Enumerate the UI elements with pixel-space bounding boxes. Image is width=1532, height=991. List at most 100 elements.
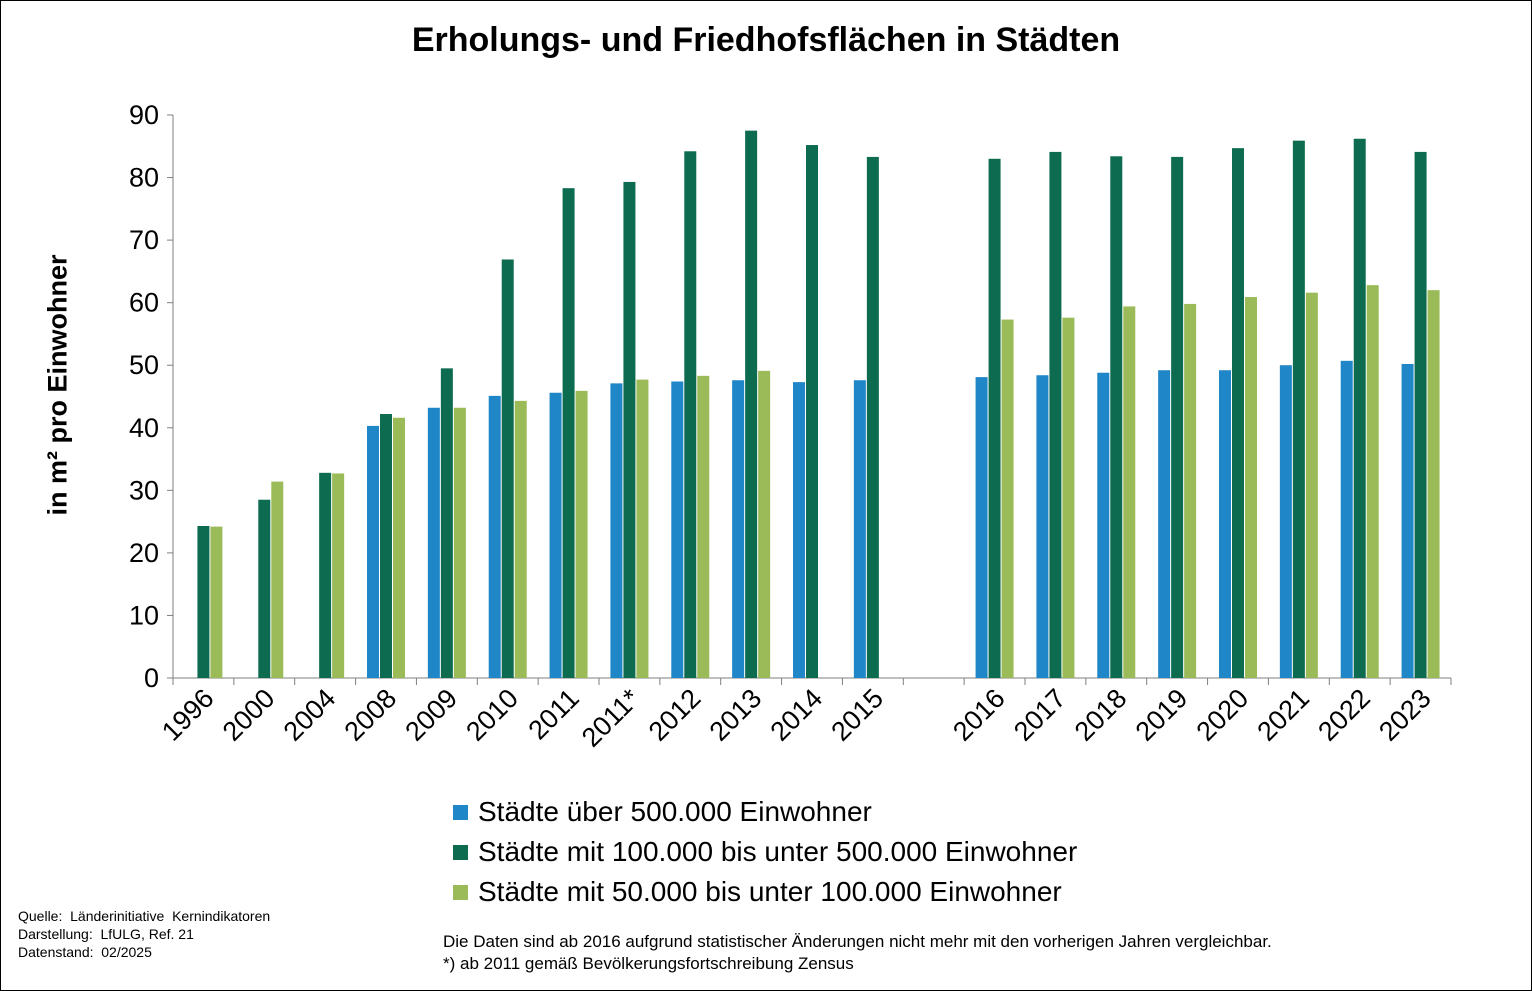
- bar: [1123, 306, 1136, 678]
- y-tick-label: 80: [129, 163, 159, 193]
- legend-swatch-series-1: [453, 804, 468, 820]
- bar: [745, 130, 758, 678]
- x-tick-label: 2000: [217, 683, 281, 747]
- bar: [1427, 290, 1440, 678]
- bar: [393, 417, 405, 678]
- bar: [793, 382, 805, 678]
- y-tick-label: 70: [129, 225, 159, 255]
- bar: [562, 188, 575, 678]
- bar: [501, 259, 514, 678]
- bar: [549, 392, 562, 678]
- bar: [488, 395, 501, 678]
- footnote: Die Daten sind ab 2016 aufgrund statisti…: [443, 931, 1272, 975]
- y-tick-label: 60: [129, 288, 159, 318]
- bar: [866, 156, 879, 678]
- bar: [988, 158, 1001, 679]
- bar: [440, 368, 453, 678]
- bar: [1414, 151, 1427, 678]
- bar: [1036, 375, 1049, 678]
- bar: [758, 370, 771, 678]
- bar: [575, 390, 588, 678]
- bar: [319, 472, 332, 678]
- bar: [453, 407, 466, 678]
- bar: [1245, 297, 1257, 678]
- bar: [610, 383, 623, 678]
- y-tick-label: 50: [129, 350, 159, 380]
- x-tick-label: 2021: [1251, 683, 1315, 747]
- bar: [1279, 365, 1292, 678]
- legend-swatch-series-2: [453, 844, 468, 860]
- bar: [1219, 370, 1231, 678]
- bar: [427, 407, 440, 678]
- bar: [806, 145, 818, 678]
- legend-label: Städte mit 50.000 bis unter 100.000 Einw…: [478, 876, 1062, 907]
- bar: [210, 526, 223, 678]
- bar: [1001, 319, 1014, 678]
- x-tick-label: 2017: [1008, 683, 1072, 747]
- x-tick-label: 2011*: [576, 683, 646, 753]
- x-tick-label: 2010: [460, 683, 524, 747]
- bar: [271, 481, 284, 678]
- x-tick-label: 2013: [704, 683, 768, 747]
- x-tick-label: 2012: [643, 683, 707, 747]
- bar: [671, 381, 684, 678]
- y-tick-label: 40: [129, 413, 159, 443]
- bar: [1340, 360, 1353, 678]
- bar: [332, 473, 345, 678]
- x-tick-label: 1996: [156, 683, 220, 747]
- bar: [258, 499, 271, 678]
- bar: [1401, 363, 1414, 678]
- x-tick-label: 2008: [339, 683, 403, 747]
- bar: [1062, 317, 1075, 678]
- y-tick-label: 30: [129, 475, 159, 505]
- legend-swatch-series-3: [453, 884, 468, 900]
- source-note: Quelle: Länderinitiative Kernindikatoren…: [18, 908, 271, 960]
- x-tick-label: 2011: [523, 683, 585, 745]
- bar-chart: 0102030405060708090199620002004200820092…: [129, 100, 1452, 753]
- footnote-census: *) ab 2011 gemäß Bevölkerungsfortschreib…: [443, 954, 854, 973]
- legend-item: Städte mit 100.000 bis unter 500.000 Ein…: [453, 832, 1077, 872]
- bar: [623, 181, 636, 678]
- x-tick-label: 2009: [399, 683, 463, 747]
- bar: [1097, 372, 1110, 678]
- bar: [1305, 292, 1318, 678]
- bar: [1353, 138, 1366, 678]
- x-tick-label: 2004: [278, 683, 342, 747]
- bar: [1158, 370, 1171, 678]
- x-tick-label: 2020: [1191, 683, 1255, 747]
- x-tick-label: 2023: [1373, 683, 1437, 747]
- legend-label: Städte mit 100.000 bis unter 500.000 Ein…: [478, 836, 1078, 867]
- y-tick-label: 90: [129, 100, 159, 130]
- bar: [853, 380, 866, 678]
- bar: [1366, 285, 1379, 678]
- x-tick-label: 2016: [947, 683, 1011, 747]
- bar: [514, 400, 527, 678]
- y-tick-label: 10: [129, 600, 159, 630]
- x-tick-label: 2018: [1069, 683, 1133, 747]
- x-tick-label: 2022: [1312, 683, 1376, 747]
- legend-item: Städte mit 50.000 bis unter 100.000 Einw…: [453, 872, 1077, 912]
- y-tick-label: 20: [129, 538, 159, 568]
- bar: [732, 380, 745, 678]
- legend-label: Städte über 500.000 Einwohner: [478, 796, 872, 827]
- bar: [1110, 156, 1123, 678]
- bar: [1232, 148, 1244, 679]
- bar: [684, 151, 697, 678]
- bar: [636, 379, 649, 678]
- bar: [1292, 140, 1305, 679]
- x-tick-label: 2014: [765, 683, 829, 747]
- bar: [697, 375, 710, 678]
- bar: [197, 525, 210, 678]
- x-tick-label: 2015: [825, 683, 889, 747]
- chart-title: Erholungs- und Friedhofsflächen in Städt…: [411, 21, 1121, 59]
- bar: [1171, 156, 1184, 678]
- footnote-comparability: Die Daten sind ab 2016 aufgrund statisti…: [443, 932, 1272, 951]
- legend-item: Städte über 500.000 Einwohner: [453, 792, 1077, 832]
- bar: [1049, 151, 1062, 678]
- bar: [975, 377, 988, 678]
- legend: Städte über 500.000 Einwohner Städte mit…: [453, 792, 1077, 912]
- bar: [1184, 303, 1197, 678]
- bar: [367, 425, 379, 678]
- bar: [380, 414, 392, 678]
